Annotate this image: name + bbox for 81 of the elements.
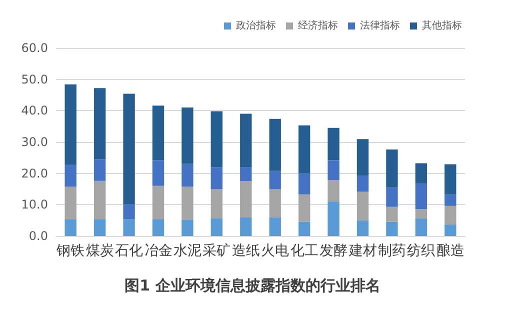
bar bbox=[123, 219, 135, 236]
y-tick-label: 10.0 bbox=[21, 198, 48, 212]
bar bbox=[298, 173, 310, 194]
bar bbox=[386, 222, 398, 236]
legend-label: 法律指标 bbox=[360, 20, 400, 32]
x-tick-label: 冶金 bbox=[144, 243, 172, 259]
bar bbox=[328, 201, 340, 236]
bar bbox=[94, 88, 106, 160]
bar bbox=[182, 164, 194, 187]
bar bbox=[386, 150, 398, 188]
bar bbox=[415, 163, 428, 184]
x-tick-label: 采矿 bbox=[202, 243, 231, 259]
bar bbox=[444, 194, 456, 206]
bar bbox=[415, 218, 428, 236]
y-tick-label: 60.0 bbox=[21, 41, 48, 55]
text: 图1 企业环境信息披露指数的行业排名 bbox=[124, 276, 380, 294]
bar bbox=[444, 206, 456, 224]
bar bbox=[444, 224, 456, 236]
bar bbox=[94, 180, 106, 220]
bar bbox=[94, 159, 106, 181]
bar bbox=[298, 194, 310, 222]
bar bbox=[240, 167, 252, 182]
x-tick-label: 造纸 bbox=[232, 243, 260, 259]
bar bbox=[123, 204, 135, 220]
bar bbox=[210, 167, 223, 189]
bar bbox=[182, 186, 194, 220]
bar bbox=[415, 209, 428, 218]
bar bbox=[328, 128, 340, 160]
bar bbox=[356, 139, 369, 176]
y-tick-label: 40.0 bbox=[21, 104, 48, 118]
bar bbox=[269, 189, 281, 218]
bar bbox=[210, 189, 223, 218]
x-tick-label: 发酵 bbox=[320, 243, 348, 259]
x-tick-label: 制药 bbox=[378, 243, 406, 259]
x-tick-label: 水泥 bbox=[173, 243, 202, 259]
bar bbox=[182, 220, 194, 236]
x-tick-label: 纺织 bbox=[407, 243, 436, 259]
bar bbox=[269, 118, 281, 171]
legend-label: 其他指标 bbox=[422, 20, 462, 32]
bar bbox=[152, 219, 164, 236]
bar bbox=[240, 114, 252, 168]
bar bbox=[240, 218, 252, 236]
bar bbox=[64, 186, 76, 220]
legend-label: 政治指标 bbox=[236, 20, 276, 32]
bar bbox=[356, 176, 369, 192]
x-tick-label: 建材 bbox=[348, 243, 377, 259]
y-tick-label: 0.0 bbox=[28, 229, 48, 243]
x-tick-label: 酿造 bbox=[436, 243, 464, 259]
x-tick-label: 火电 bbox=[261, 243, 290, 259]
x-tick-label: 煤炭 bbox=[86, 243, 114, 259]
x-tick-label: 钢铁 bbox=[56, 243, 85, 259]
bar bbox=[210, 111, 223, 168]
y-tick-label: 50.0 bbox=[21, 72, 48, 86]
bar bbox=[356, 192, 369, 220]
bar bbox=[444, 164, 456, 194]
bar bbox=[269, 217, 281, 236]
bar bbox=[94, 219, 106, 236]
bar bbox=[386, 187, 398, 207]
y-tick-label: 30.0 bbox=[21, 135, 48, 149]
x-tick-label: 石化 bbox=[115, 243, 144, 259]
bar bbox=[269, 170, 281, 190]
bar bbox=[152, 186, 164, 220]
bar bbox=[152, 106, 164, 160]
y-tick-label: 20.0 bbox=[21, 166, 48, 180]
bar bbox=[386, 206, 398, 222]
x-tick-label: 化工 bbox=[290, 243, 318, 259]
bar bbox=[64, 219, 76, 236]
bar bbox=[240, 181, 252, 218]
bar bbox=[64, 84, 76, 165]
legend-label: 经济指标 bbox=[298, 20, 338, 32]
bar bbox=[152, 160, 164, 186]
bar bbox=[123, 94, 135, 204]
bar bbox=[356, 220, 369, 236]
bar bbox=[328, 180, 340, 202]
bar bbox=[328, 160, 340, 180]
bar bbox=[298, 125, 310, 174]
bar bbox=[64, 164, 76, 187]
bar bbox=[298, 222, 310, 236]
bar bbox=[182, 108, 194, 164]
bar bbox=[415, 184, 428, 210]
bar bbox=[210, 218, 223, 236]
